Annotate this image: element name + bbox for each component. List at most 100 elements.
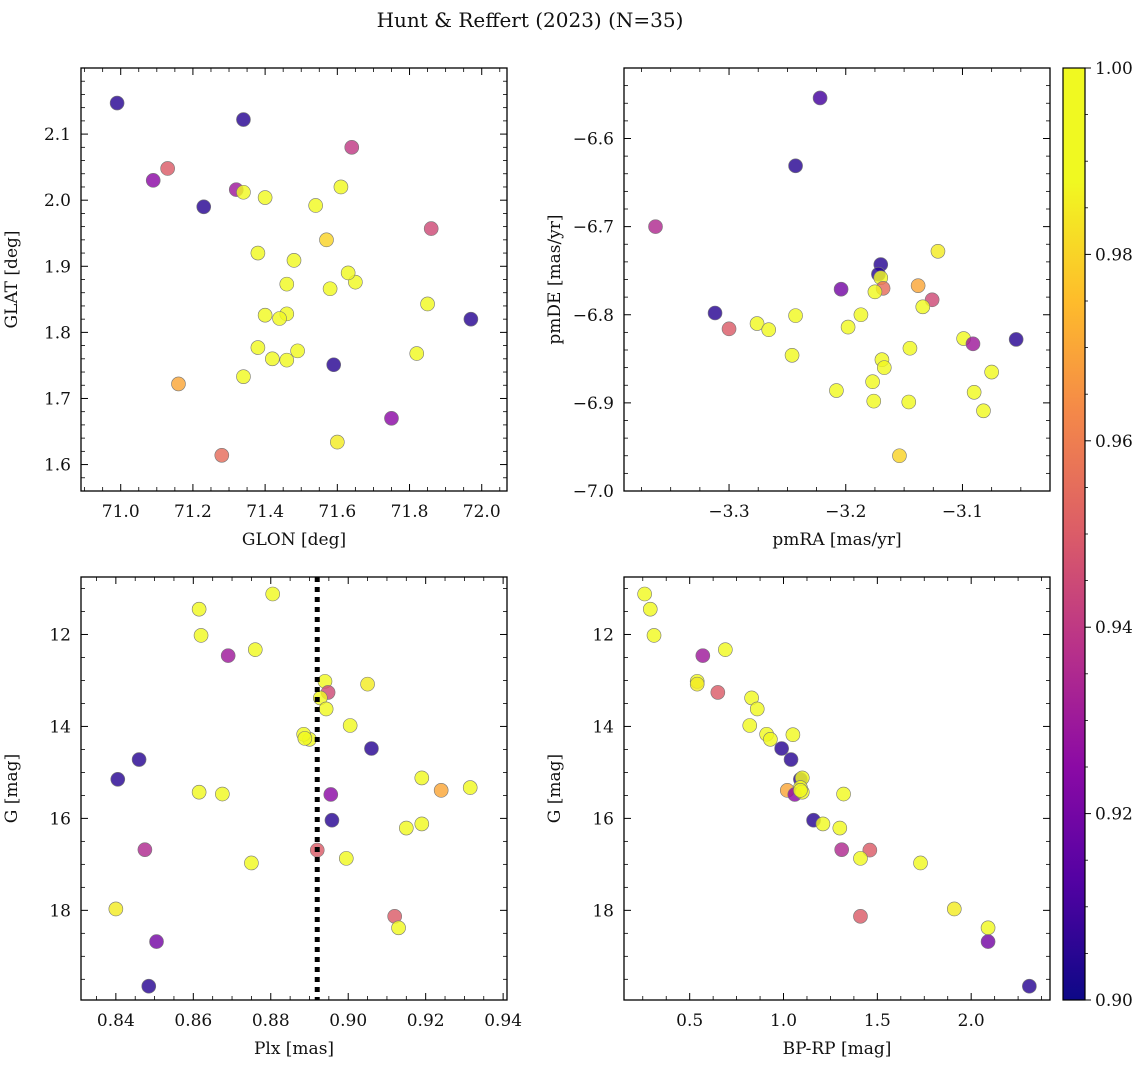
data-point [414, 770, 430, 786]
colorbar-tick-label: 0.96 [1095, 432, 1133, 452]
x-tick-label: 2.0 [958, 1011, 985, 1031]
data-point [463, 311, 479, 327]
x-tick-label: 1.5 [864, 1011, 891, 1031]
data-point [853, 909, 868, 924]
colorbar: 0.90 0.92 0.94 0.96 0.98 1.00 [1062, 59, 1133, 1011]
data-point [901, 394, 917, 410]
y-axis-title: G [mag] [545, 754, 565, 823]
data-point [326, 357, 342, 373]
data-point [707, 305, 723, 321]
x-tick-label: 0.5 [676, 1011, 703, 1031]
data-point [333, 179, 349, 195]
data-point [250, 245, 266, 261]
figure-title: Hunt & Reffert (2023) (N=35) [377, 8, 684, 32]
data-point [297, 731, 313, 746]
data-point [149, 934, 164, 949]
y-tick-label: 1.7 [44, 389, 71, 409]
data-point [338, 851, 354, 866]
data-point [308, 198, 323, 213]
x-axis-title: Plx [mas] [254, 1039, 334, 1059]
data-point [721, 321, 737, 337]
y-tick-label: 12 [592, 625, 614, 645]
data-point [853, 851, 868, 866]
data-point [342, 718, 358, 733]
data-point [749, 316, 765, 331]
data-point [420, 296, 435, 312]
data-point [892, 448, 907, 464]
data-point [829, 383, 844, 398]
data-point [220, 648, 236, 663]
data-point [788, 158, 803, 174]
data-point [391, 920, 406, 936]
y-tick-label: 18 [49, 901, 71, 921]
data-point [108, 901, 124, 917]
data-point [322, 281, 338, 297]
data-point [902, 340, 918, 356]
data-point [862, 842, 878, 858]
x-axis-title: BP-RP [mag] [783, 1039, 892, 1059]
y-tick-label: 18 [592, 901, 614, 921]
y-tick-label: 1.6 [44, 456, 71, 476]
x-tick-label: 71.6 [318, 502, 356, 522]
data-point [785, 727, 801, 743]
x-tick-label: 0.94 [484, 1011, 522, 1031]
y-tick-label: 1.8 [44, 323, 71, 343]
data-point [742, 718, 758, 733]
data-point [330, 434, 345, 450]
data-point [865, 374, 880, 390]
data-point [409, 346, 425, 361]
y-tick-label: 1.9 [44, 257, 71, 277]
y-tick-label: 14 [49, 717, 71, 737]
x-tick-label: 0.86 [174, 1011, 212, 1031]
data-point [290, 343, 305, 359]
x-tick-label: 1.0 [770, 1011, 797, 1031]
data-point [833, 281, 849, 297]
data-point [834, 842, 849, 857]
axes-frame [80, 67, 508, 492]
data-point [244, 855, 259, 871]
data-point [836, 786, 851, 802]
data-point [247, 642, 263, 657]
panel-1: 71.0 71.2 71.4 71.6 71.8 72.0 1.6 1.7 1.8 1.9 2.0 2… [2, 67, 508, 550]
data-point [840, 319, 856, 335]
y-tick-label: −7.0 [573, 482, 614, 502]
data-point [980, 920, 996, 936]
y-tick-label: 2.1 [44, 125, 71, 145]
y-axis-title: pmDE [mas/yr] [545, 214, 565, 344]
data-point [145, 173, 161, 188]
data-point [761, 322, 777, 338]
data-point [272, 311, 287, 326]
data-point [265, 586, 281, 602]
data-point [642, 601, 658, 617]
x-tick-label: 0.88 [252, 1011, 290, 1031]
data-point [257, 190, 273, 205]
data-point [462, 780, 478, 795]
data-point [718, 642, 733, 657]
data-point [399, 820, 414, 836]
x-tick-label: 0.84 [97, 1011, 135, 1031]
data-point [340, 265, 356, 281]
data-point [215, 786, 230, 802]
panel-2: −3.3 −3.2 −3.1 −7.0 −6.9 −6.8 −6.7 −6.6 pmRA [ma… [545, 67, 1051, 550]
data-point [286, 253, 302, 268]
data-point [913, 855, 928, 871]
data-point [793, 783, 808, 798]
data-point [689, 676, 705, 692]
data-point [853, 307, 869, 323]
data-point [867, 284, 883, 300]
data-point [193, 628, 209, 643]
x-tick-label: 72.0 [463, 502, 501, 522]
data-point [279, 352, 295, 368]
data-point [319, 232, 334, 248]
data-point [360, 676, 375, 692]
data-point [876, 360, 892, 375]
x-tick-label: 0.92 [407, 1011, 445, 1031]
data-point [109, 95, 125, 111]
data-point [749, 701, 765, 717]
x-axis-title: pmRA [mas/yr] [772, 530, 901, 550]
panel-4: 0.5 1.0 1.5 2.0 12 14 16 18 BP-RP [mag] G [mag] [545, 576, 1051, 1059]
data-point [710, 685, 726, 700]
data-point [966, 384, 982, 400]
y-tick-label: −6.8 [573, 306, 614, 326]
